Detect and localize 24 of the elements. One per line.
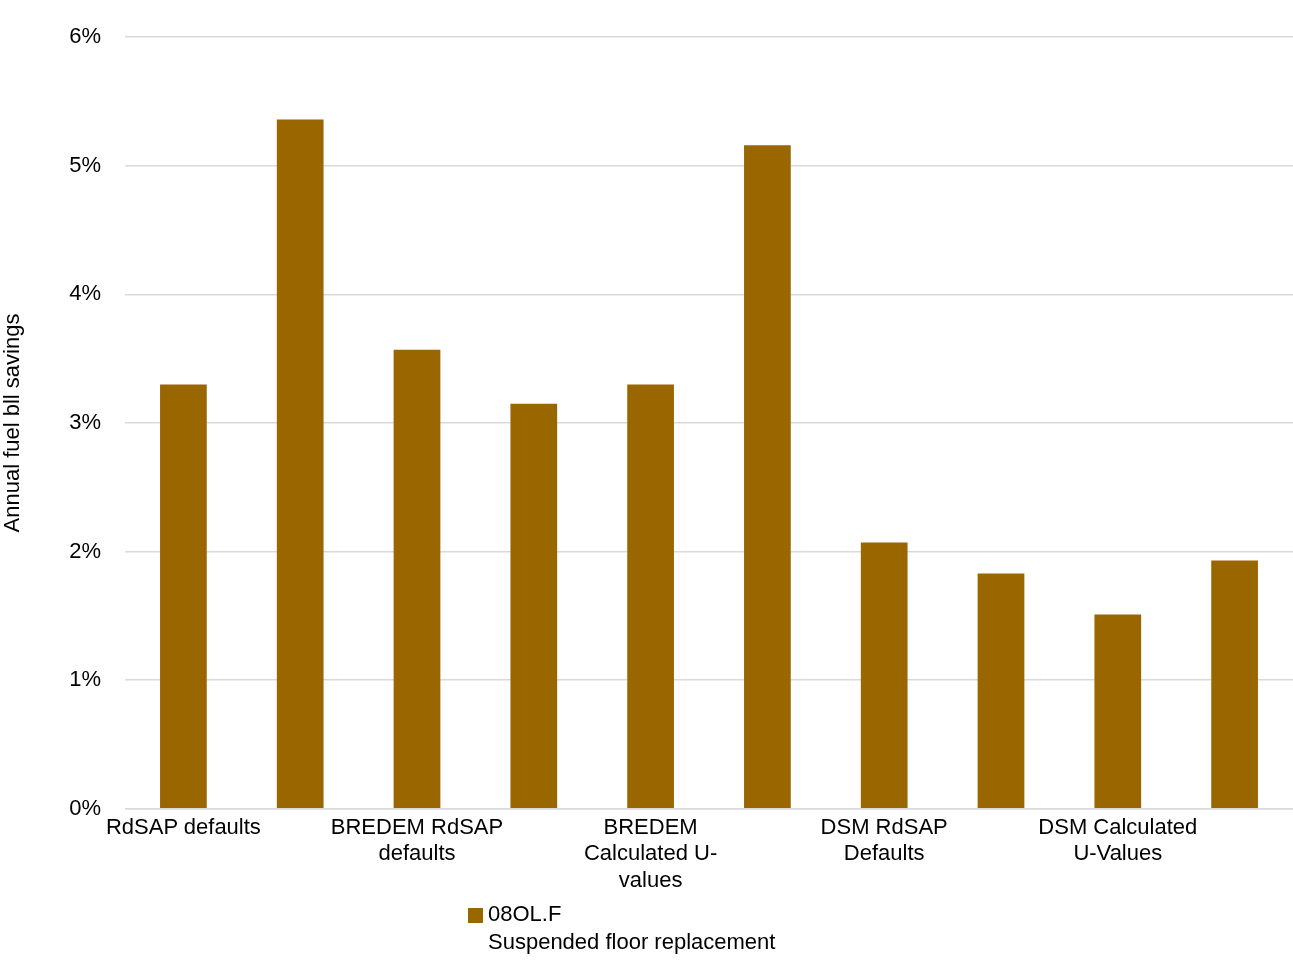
y-axis-title: Annual fuel bll savings	[0, 313, 25, 533]
y-tick-label: 3%	[69, 409, 101, 435]
bar	[160, 384, 207, 809]
y-tick-label: 0%	[69, 794, 101, 820]
x-tick-label: DSM RdSAP Defaults	[820, 814, 948, 866]
x-tick-label: BREDEM RdSAP defaults	[330, 814, 504, 866]
bar	[276, 119, 324, 809]
bar	[627, 384, 674, 809]
bar	[510, 403, 558, 809]
x-tick-label: DSM Calculated U-Values	[1038, 814, 1198, 866]
bar	[860, 542, 908, 809]
x-tick-label: RdSAP defaults	[105, 814, 261, 840]
y-tick-label: 2%	[69, 537, 101, 563]
y-tick-label: 6%	[69, 23, 101, 49]
bar	[1211, 560, 1258, 809]
bar	[1094, 614, 1142, 809]
bar	[977, 573, 1025, 809]
x-tick-label: BREDEM Calculated U-values	[583, 814, 718, 892]
y-tick-label: 1%	[69, 666, 101, 692]
legend-label: 08OL.F Suspended floor replacement	[488, 900, 776, 956]
bar	[744, 145, 791, 809]
y-tick-label: 4%	[69, 280, 101, 306]
bar	[393, 349, 441, 809]
y-tick-label: 5%	[69, 151, 101, 177]
